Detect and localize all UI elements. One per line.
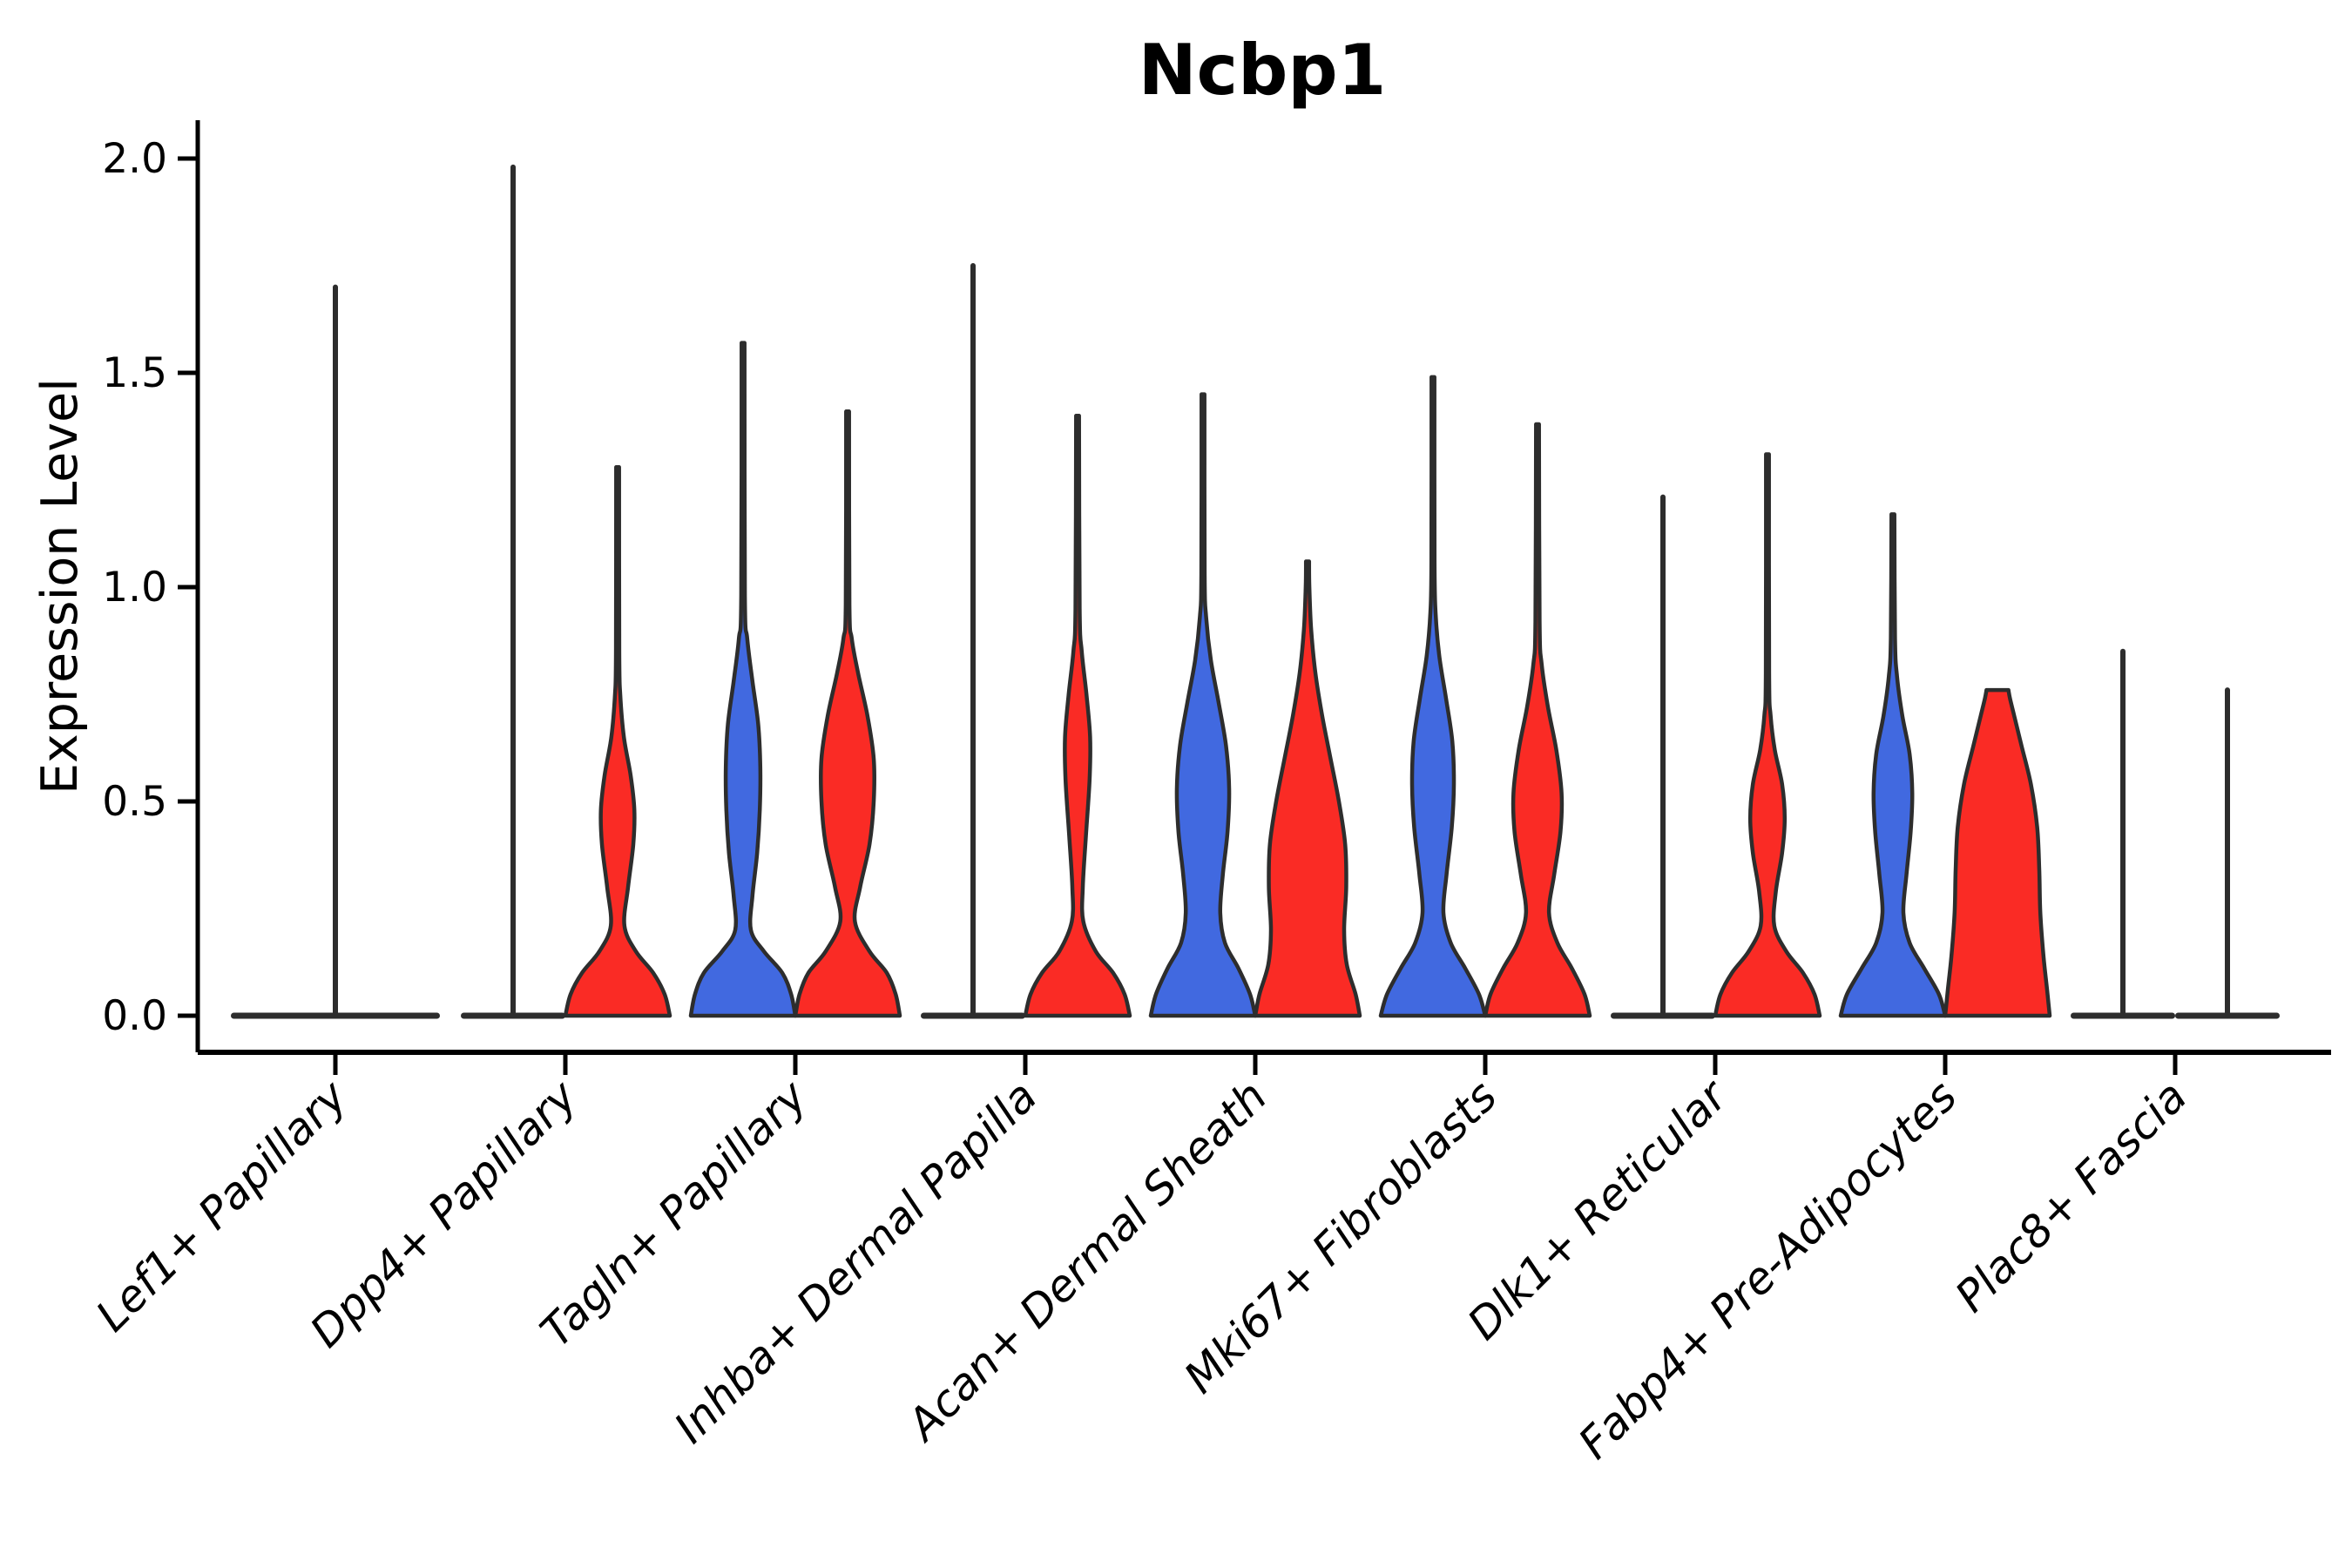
x-tick-label: Lef1+ Papillary — [86, 1070, 357, 1341]
violin-red — [1253, 559, 1362, 1018]
violin-red — [1713, 452, 1822, 1018]
x-tick-label: Plac8+ Fascia — [1946, 1071, 2197, 1321]
y-tick-label: 1.0 — [102, 564, 167, 612]
x-tick-label: Fabp4+ Pre-Adipocytes — [1569, 1071, 1967, 1469]
chart-title: Ncbp1 — [1139, 30, 1387, 111]
violin-red — [793, 409, 902, 1018]
violin-red — [1943, 687, 2052, 1018]
violin-blue — [1838, 512, 1948, 1018]
x-tick-label: Inhba+ Dermal Papilla — [665, 1071, 1046, 1452]
violin-red — [1023, 413, 1132, 1018]
violin-blue — [1148, 392, 1258, 1018]
y-tick-label: 0.0 — [102, 992, 167, 1040]
violin-blue — [688, 341, 798, 1018]
axes-layer — [178, 120, 2331, 1075]
y-tick-label: 0.5 — [102, 778, 167, 826]
violin-red — [1483, 422, 1592, 1018]
y-tick-label: 2.0 — [102, 135, 167, 183]
y-tick-label: 1.5 — [102, 349, 167, 397]
violin-layer — [231, 164, 2280, 1019]
violin-blue — [1378, 375, 1488, 1018]
y-axis-label: Expression Level — [31, 378, 89, 794]
violin-red — [563, 464, 672, 1018]
